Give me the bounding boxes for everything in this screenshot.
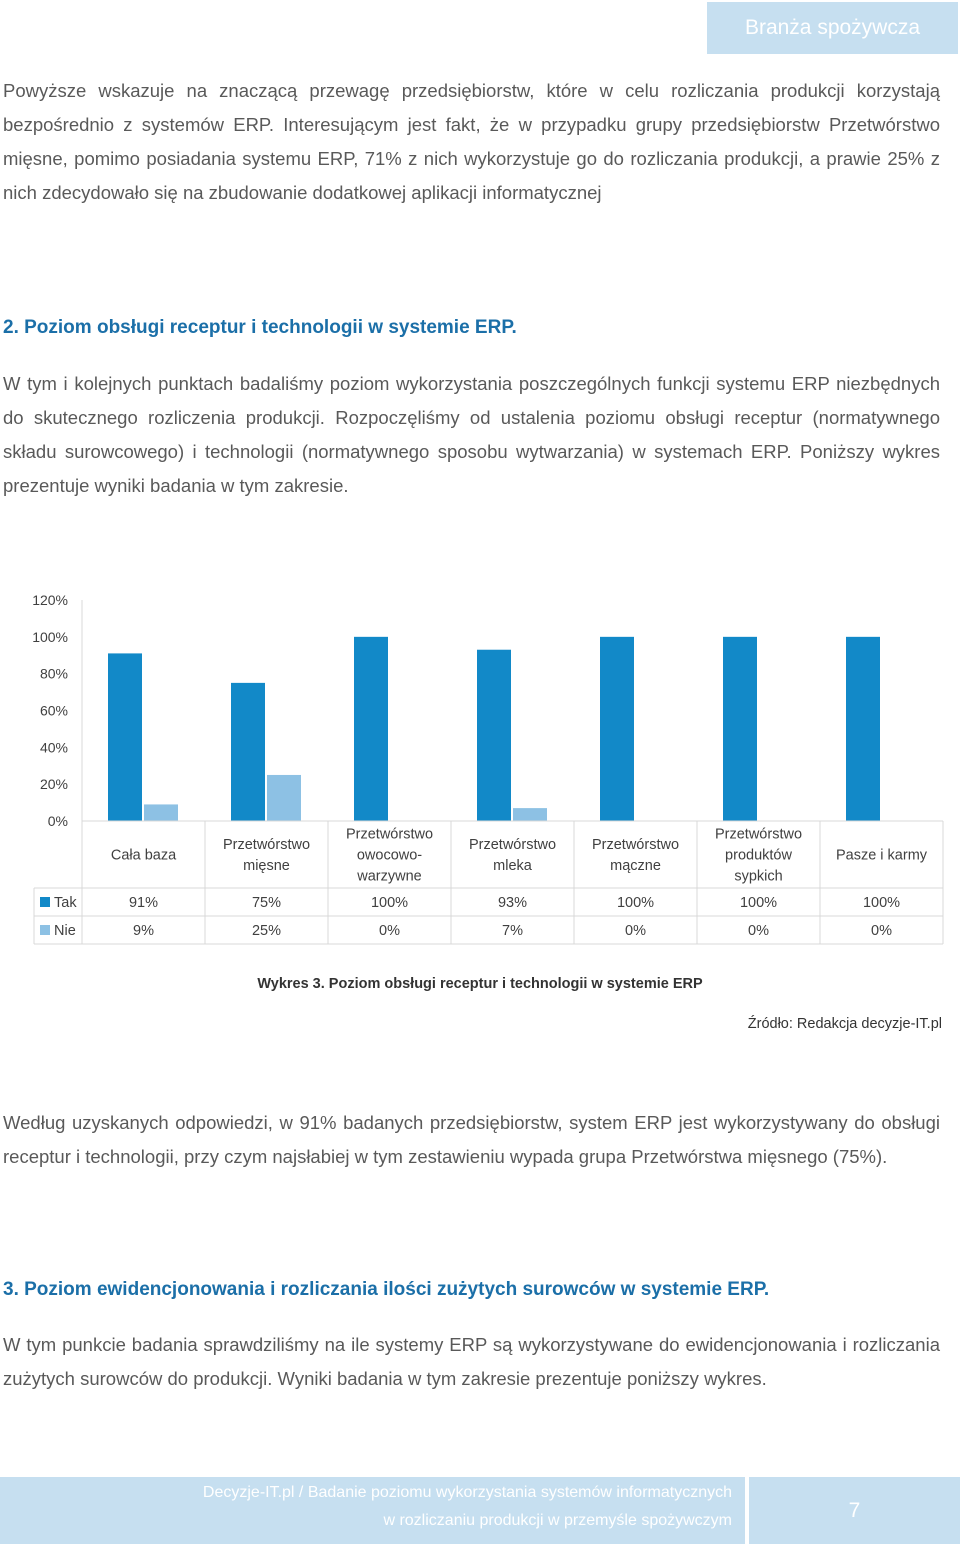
chart-source: Źródło: Redakcja decyzje-IT.pl (747, 1016, 942, 1032)
category-label: mączne (610, 858, 661, 874)
data-label: 93% (498, 895, 527, 911)
data-label: 0% (871, 923, 892, 939)
data-label: 100% (740, 895, 777, 911)
data-label: 9% (133, 923, 154, 939)
legend-key-nie (40, 925, 50, 935)
data-label: 0% (379, 923, 400, 939)
bar-tak (108, 653, 142, 821)
bar-chart: 0% 20% 40% 60% 80% 100% 120% Cała baza Przetwórs… (0, 585, 960, 960)
y-tick-label: 120% (32, 592, 68, 608)
section-2-heading: 2. Poziom obsługi receptur i technologii… (3, 317, 517, 338)
bar-nie (267, 774, 301, 821)
footer-line-2: w rozliczaniu produkcji w przemyśle spoż… (383, 1512, 732, 1529)
category-label: produktów (725, 848, 792, 864)
category-label: warzywne (356, 869, 421, 885)
chart-caption: Wykres 3. Poziom obsługi receptur i tech… (257, 976, 703, 992)
category-label: Przetwórstwo (715, 827, 802, 843)
category-label: Przetwórstwo (346, 827, 433, 843)
bar-tak (600, 636, 634, 821)
y-tick-label: 80% (40, 666, 68, 682)
bar-tak (477, 649, 511, 821)
legend-label: Nie (54, 923, 76, 939)
category-label: sypkich (734, 869, 782, 885)
bar-nie (144, 804, 178, 821)
section-3-heading: 3. Poziom ewidencjonowania i rozliczania… (3, 1279, 770, 1300)
chart-svg: 0% 20% 40% 60% 80% 100% 120% Cała baza Przetwórs… (32, 592, 944, 945)
bar-tak (846, 636, 880, 821)
page-number: 7 (848, 1499, 861, 1522)
footer-bar (0, 1477, 745, 1544)
bar-nie (513, 808, 547, 821)
data-label: 100% (617, 895, 654, 911)
header-bar (707, 2, 958, 54)
legend-label: Tak (54, 895, 77, 911)
data-label: 100% (371, 895, 408, 911)
category-label: Pasze i karmy (836, 848, 928, 864)
data-label: 25% (252, 923, 281, 939)
data-label: 7% (502, 923, 523, 939)
y-tick-label: 0% (48, 813, 68, 829)
data-label: 0% (625, 923, 646, 939)
category-label: mleka (493, 858, 533, 874)
footer-page-box (749, 1477, 960, 1544)
y-tick-label: 100% (32, 629, 68, 645)
data-label: 91% (129, 895, 158, 911)
paragraph-4: W tym punkcie badania sprawdziliśmy na i… (3, 1334, 940, 1389)
bar-tak (354, 636, 388, 821)
legend-key-tak (40, 897, 50, 907)
data-label: 100% (863, 895, 900, 911)
data-label: 75% (252, 895, 281, 911)
category-label: Cała baza (111, 848, 177, 864)
header-title: Branża spożywcza (744, 16, 921, 39)
paragraph-1: Powyższe wskazuje na znaczącą przewagę p… (3, 80, 940, 203)
category-label: mięsne (243, 858, 290, 874)
y-tick-label: 20% (40, 776, 68, 792)
data-label: 0% (748, 923, 769, 939)
category-label: Przetwórstwo (223, 837, 310, 853)
paragraph-3: Według uzyskanych odpowiedzi, w 91% bada… (3, 1112, 940, 1167)
footer-line-1: Decyzje-IT.pl / Badanie poziomu wykorzys… (202, 1484, 732, 1501)
y-tick-label: 40% (40, 739, 68, 755)
category-label: Przetwórstwo (469, 837, 556, 853)
category-label: Przetwórstwo (592, 837, 679, 853)
category-label: owocowo- (357, 848, 422, 864)
bar-tak (723, 636, 757, 821)
paragraph-2: W tym i kolejnych punktach badaliśmy poz… (3, 373, 940, 496)
bar-tak (231, 682, 265, 821)
y-tick-label: 60% (40, 703, 68, 719)
